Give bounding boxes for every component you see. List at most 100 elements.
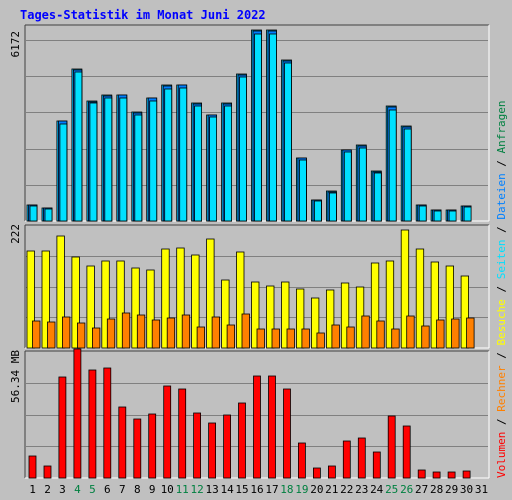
bar-volumen xyxy=(327,465,336,479)
bar-seiten xyxy=(343,151,352,222)
bar-besuche xyxy=(295,288,305,349)
x-tick-label: 9 xyxy=(149,483,156,496)
bar-seiten xyxy=(298,159,307,222)
bar-besuche xyxy=(460,275,470,349)
bar-besuche xyxy=(385,260,395,349)
legend-item-rechner: Rechner xyxy=(495,365,508,412)
legend-separator: / xyxy=(495,346,508,366)
bar-besuche xyxy=(221,279,230,349)
bar-seiten xyxy=(149,100,158,222)
bar-besuche xyxy=(400,229,410,349)
bar-seiten xyxy=(134,114,143,222)
x-tick-label: 15 xyxy=(235,483,248,496)
bar-rechner xyxy=(316,332,325,349)
bar-rechner xyxy=(92,327,101,349)
legend-item-seiten: Seiten xyxy=(495,240,508,280)
bar-besuche xyxy=(86,265,95,349)
legend-separator: / xyxy=(495,153,508,173)
bar-seiten xyxy=(194,105,203,222)
bar-volumen xyxy=(28,455,37,479)
bar-volumen xyxy=(447,471,456,479)
bar-besuche xyxy=(146,269,155,349)
bar-rechner xyxy=(391,328,400,349)
bar-seiten xyxy=(104,97,113,222)
y-max-label: 6172 xyxy=(9,31,22,58)
bar-seiten xyxy=(254,33,262,222)
bar-seiten xyxy=(224,105,233,222)
x-tick-label: 1 xyxy=(29,483,36,496)
bar-seiten xyxy=(164,88,173,222)
bar-besuche xyxy=(310,297,320,349)
x-tick-label: 10 xyxy=(161,483,174,496)
x-tick-label: 4 xyxy=(74,483,81,496)
x-tick-label: 16 xyxy=(250,483,263,496)
bar-seiten xyxy=(373,172,382,222)
bar-rechner xyxy=(451,318,460,349)
legend-separator: / xyxy=(495,279,508,299)
bar-seiten xyxy=(433,210,442,222)
legend: Volumen / Rechner / Besuche / Seiten / D… xyxy=(495,100,508,478)
bar-volumen xyxy=(372,451,381,479)
bar-rechner xyxy=(62,316,71,349)
bar-seiten xyxy=(313,200,322,222)
bar-volumen xyxy=(208,422,217,479)
y-max-label: 56.34 MB xyxy=(9,350,22,403)
bar-volumen xyxy=(193,412,202,479)
bar-volumen xyxy=(297,442,306,479)
bar-seiten xyxy=(179,87,188,222)
bar-volumen xyxy=(342,440,351,479)
bar-rechner xyxy=(226,324,236,349)
x-tick-label: 22 xyxy=(340,483,353,496)
bar-rechner xyxy=(406,315,415,349)
bar-volumen xyxy=(253,375,261,479)
bar-rechner xyxy=(181,314,191,349)
x-tick-label: 29 xyxy=(445,483,458,496)
bar-rechner xyxy=(271,328,280,349)
x-tick-label: 7 xyxy=(119,483,126,496)
bar-volumen xyxy=(417,469,426,479)
bar-besuche xyxy=(56,235,65,349)
bar-volumen xyxy=(283,388,291,479)
x-tick-label: 8 xyxy=(134,483,141,496)
bar-rechner xyxy=(32,320,41,349)
bar-rechner xyxy=(361,315,370,349)
bar-besuche xyxy=(161,248,170,349)
bar-besuche xyxy=(41,250,50,349)
bar-volumen xyxy=(387,415,396,479)
bar-rechner xyxy=(136,314,146,349)
bar-volumen xyxy=(58,376,67,479)
bar-besuche xyxy=(445,265,455,349)
bar-besuche xyxy=(281,281,290,349)
bar-rechner xyxy=(256,328,265,349)
bar-rechner xyxy=(47,321,56,349)
x-tick-label: 19 xyxy=(295,483,308,496)
bar-volumen xyxy=(312,467,321,479)
bar-besuche xyxy=(415,248,425,349)
bar-rechner xyxy=(241,313,250,349)
bar-rechner xyxy=(376,320,385,349)
x-tick-label: 17 xyxy=(265,483,278,496)
bar-rechner xyxy=(301,328,310,349)
bar-besuche xyxy=(71,256,80,349)
bar-volumen xyxy=(178,388,187,479)
bar-besuche xyxy=(191,254,200,349)
bar-volumen xyxy=(462,470,471,479)
bar-rechner xyxy=(151,319,161,349)
bar-volumen xyxy=(357,437,366,479)
bar-volumen xyxy=(223,414,232,479)
bar-seiten xyxy=(74,71,83,222)
bar-besuche xyxy=(325,289,335,349)
x-tick-label: 27 xyxy=(415,483,428,496)
chart-title: Tages-Statistik im Monat Juni 2022 xyxy=(20,8,266,22)
bar-volumen xyxy=(148,413,157,479)
bar-besuche xyxy=(430,261,440,349)
x-tick-label: 24 xyxy=(370,483,384,496)
bar-rechner xyxy=(286,328,295,349)
bar-rechner xyxy=(166,317,176,349)
bar-volumen xyxy=(432,471,441,479)
bar-seiten xyxy=(284,62,292,222)
bar-besuche xyxy=(131,267,140,349)
x-tick-label: 18 xyxy=(280,483,293,496)
x-tick-label: 23 xyxy=(355,483,368,496)
